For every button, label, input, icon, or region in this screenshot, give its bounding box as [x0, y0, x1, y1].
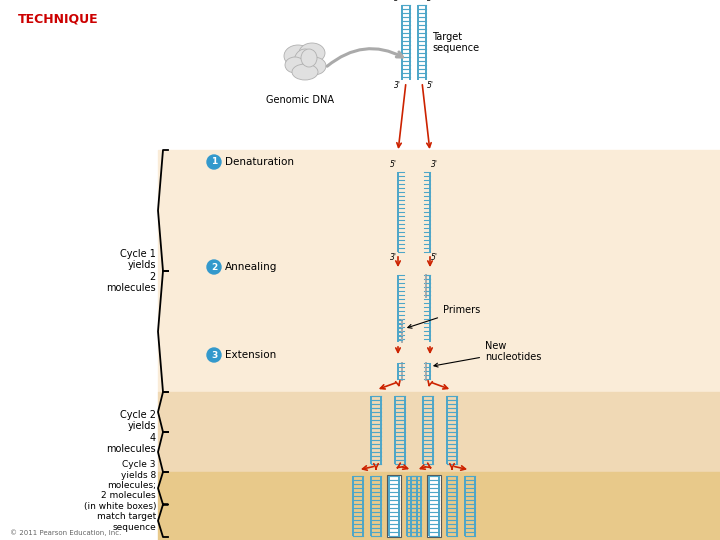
Text: 3': 3': [390, 253, 397, 262]
Text: 5': 5': [431, 253, 438, 262]
Ellipse shape: [294, 49, 316, 75]
Text: 5': 5': [394, 0, 401, 3]
Bar: [427, 475, 441, 537]
Circle shape: [207, 260, 221, 274]
Text: 2: 2: [211, 262, 217, 272]
Text: Genomic DNA: Genomic DNA: [266, 95, 334, 105]
Text: Denaturation: Denaturation: [225, 157, 294, 167]
Text: Cycle 2
yields
4
molecules: Cycle 2 yields 4 molecules: [107, 410, 156, 454]
Ellipse shape: [284, 45, 312, 67]
Text: New
nucleotides: New nucleotides: [434, 341, 541, 367]
Text: 3': 3': [394, 81, 401, 90]
Text: Annealing: Annealing: [225, 262, 277, 272]
Text: 3': 3': [431, 160, 438, 169]
Text: Target
sequence: Target sequence: [432, 32, 479, 53]
Text: TECHNIQUE: TECHNIQUE: [18, 12, 99, 25]
Bar: [158, 150, 720, 392]
Text: 5': 5': [427, 81, 434, 90]
Bar: [158, 392, 720, 472]
Ellipse shape: [285, 57, 305, 73]
Ellipse shape: [301, 49, 317, 67]
Text: © 2011 Pearson Education, Inc.: © 2011 Pearson Education, Inc.: [10, 529, 122, 536]
Text: 1: 1: [211, 158, 217, 166]
Ellipse shape: [292, 64, 318, 80]
Ellipse shape: [299, 43, 325, 63]
Circle shape: [207, 348, 221, 362]
Bar: [158, 472, 720, 540]
Bar: [387, 475, 401, 537]
Text: 3': 3': [427, 0, 434, 3]
Text: Primers: Primers: [408, 305, 480, 328]
Text: Cycle 3
yields 8
molecules;
2 molecules
(in white boxes)
match target
sequence: Cycle 3 yields 8 molecules; 2 molecules …: [84, 460, 156, 532]
Circle shape: [207, 155, 221, 169]
Ellipse shape: [302, 57, 326, 75]
Text: 5': 5': [390, 160, 397, 169]
Text: 3: 3: [211, 350, 217, 360]
Text: Extension: Extension: [225, 350, 276, 360]
Text: Cycle 1
yields
2
molecules: Cycle 1 yields 2 molecules: [107, 248, 156, 293]
